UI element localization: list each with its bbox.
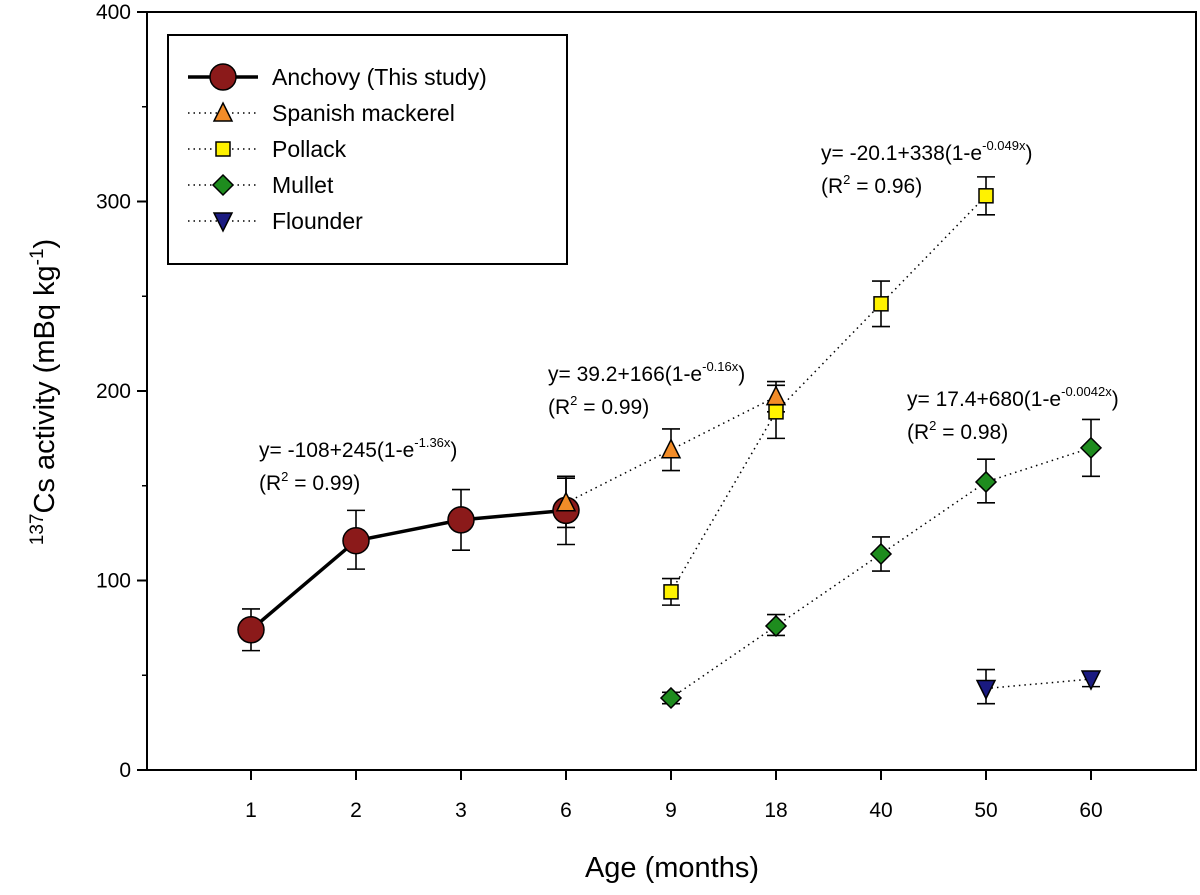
fit-r-squared: (R2 = 0.96) xyxy=(821,172,922,198)
x-tick-label: 50 xyxy=(974,799,997,822)
legend-label: Spanish mackerel xyxy=(272,100,455,126)
legend-item-mackerel: Spanish mackerel xyxy=(188,100,455,126)
point-anchovy xyxy=(447,506,475,534)
fit-equation: y= -108+245(1-e-1.36x) xyxy=(259,435,457,462)
point-mullet xyxy=(659,686,683,710)
y-tick-label: 100 xyxy=(96,570,131,593)
fit-r-squared: (R2 = 0.99) xyxy=(259,469,360,495)
point-pollack xyxy=(663,584,679,600)
y-tick-label: 400 xyxy=(96,1,131,24)
series-line-anchovy xyxy=(249,508,567,632)
legend: Anchovy (This study) Spanish mackerel Poll… xyxy=(167,34,568,265)
point-mackerel xyxy=(555,491,577,512)
fit-r-squared: (R2 = 0.99) xyxy=(548,393,649,419)
axes: 0 100 200 300 400 1 2 3 6 9 18 40 50 60 xyxy=(96,1,1197,822)
legend-marker-pollack xyxy=(215,141,231,157)
y-tick-label: 300 xyxy=(96,191,131,214)
point-flounder xyxy=(1080,670,1102,691)
y-tick-label: 0 xyxy=(119,759,131,782)
x-axis-title: Age (months) xyxy=(585,852,759,884)
point-mullet xyxy=(974,470,998,494)
axis-titles: Age (months) 137Cs activity (mBq kg-1) xyxy=(27,239,759,884)
x-tick-label: 18 xyxy=(764,799,787,822)
point-mullet xyxy=(1079,436,1103,459)
series-line-mackerel xyxy=(565,396,777,504)
x-tick-label: 9 xyxy=(665,799,677,822)
data-markers xyxy=(237,188,1103,710)
fit-r-squared: (R2 = 0.98) xyxy=(907,418,1008,444)
legend-marker-mullet xyxy=(211,173,235,197)
point-mullet xyxy=(869,542,893,566)
legend-item-flounder: Flounder xyxy=(188,208,363,234)
fit-annotations: y= -108+245(1-e-1.36x)(R2 = 0.99)y= 39.2… xyxy=(259,138,1119,495)
point-pollack xyxy=(978,188,994,204)
series-lines xyxy=(249,195,1092,699)
legend-label: Pollack xyxy=(272,136,347,162)
x-tick-label: 6 xyxy=(560,799,572,822)
legend-marker-anchovy xyxy=(209,63,237,91)
point-anchovy xyxy=(342,526,370,555)
x-tick-label: 1 xyxy=(245,799,257,822)
point-pollack xyxy=(768,404,784,420)
fit-annotation: y= -20.1+338(1-e-0.049x) (R2 = 0.96) xyxy=(821,138,1032,198)
series-line-flounder xyxy=(985,678,1092,690)
legend-item-pollack: Pollack xyxy=(188,136,347,162)
point-anchovy xyxy=(237,616,265,644)
fit-equation: y= -20.1+338(1-e-0.049x) xyxy=(821,138,1032,165)
legend-box xyxy=(167,34,568,265)
legend-marker-mackerel xyxy=(212,101,234,122)
legend-label: Anchovy (This study) xyxy=(272,64,487,90)
point-mackerel xyxy=(765,385,787,406)
point-mackerel xyxy=(660,438,682,459)
fit-equation: y= 17.4+680(1-e-0.0042x) xyxy=(907,384,1119,411)
x-tick-label: 2 xyxy=(350,799,362,822)
series-line-mullet xyxy=(670,447,1092,699)
legend-label: Flounder xyxy=(272,208,363,234)
legend-item-anchovy: Anchovy (This study) xyxy=(188,63,487,91)
x-tick-label: 40 xyxy=(869,799,892,822)
legend-marker-flounder xyxy=(212,212,234,233)
x-tick-label: 60 xyxy=(1079,799,1102,822)
point-pollack xyxy=(873,296,889,312)
fit-equation: y= 39.2+166(1-e-0.16x) xyxy=(548,359,745,386)
fit-annotation: y= 39.2+166(1-e-0.16x) (R2 = 0.99) xyxy=(548,359,745,419)
point-mullet xyxy=(764,614,788,638)
legend-item-mullet: Mullet xyxy=(188,172,334,198)
fit-annotation: y= 17.4+680(1-e-0.0042x) (R2 = 0.98) xyxy=(907,384,1119,444)
y-axis-title: 137Cs activity (mBq kg-1) xyxy=(27,239,61,545)
fit-annotation: y= -108+245(1-e-1.36x) (R2 = 0.99) xyxy=(259,435,457,495)
point-flounder xyxy=(975,679,997,701)
legend-label: Mullet xyxy=(272,172,334,198)
y-tick-label: 200 xyxy=(96,380,131,403)
x-tick-label: 3 xyxy=(455,799,467,822)
